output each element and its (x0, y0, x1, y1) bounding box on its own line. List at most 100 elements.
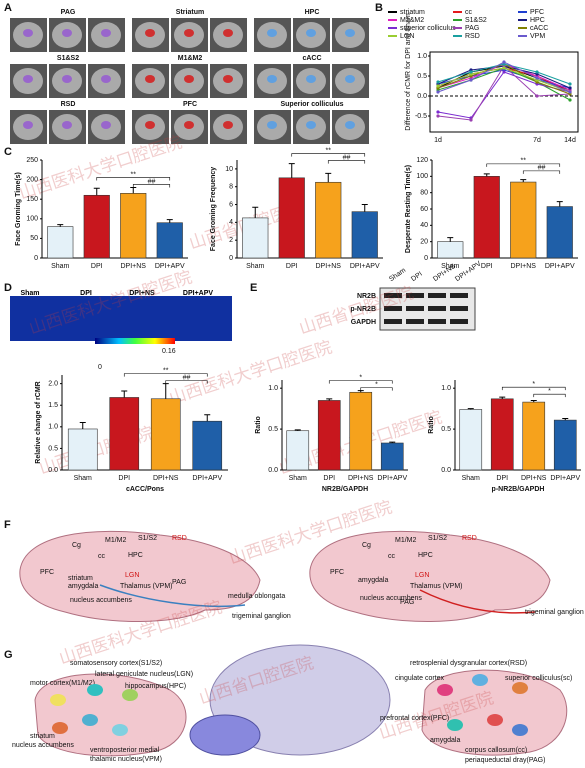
diagram-label: S1/S2 (138, 535, 157, 542)
diagram-label: nucleus accumbens (360, 595, 422, 602)
y-axis-label: Relative change of rCMR (35, 381, 42, 463)
legend-label: PAG (465, 25, 479, 32)
y-tick-label: 100 (416, 173, 428, 180)
y-tick-label: 0.0 (268, 467, 278, 474)
legend-label: PFC (530, 9, 544, 16)
error-bar (520, 179, 527, 183)
band (428, 293, 446, 298)
x-tick-label: DPI+NS (521, 475, 547, 482)
y-tick-label: 2 (229, 237, 233, 244)
sig-bracket (327, 160, 366, 164)
legend-label: LGN (400, 33, 414, 40)
sig-bracket (291, 153, 366, 157)
x-tick-label: DPI+APV (192, 475, 222, 482)
bar (109, 397, 140, 471)
x-axis-label: NR2B/GAPDH (322, 486, 368, 493)
diagram-label: Cg (72, 542, 81, 549)
legend-label: superior colliculus (400, 25, 456, 32)
y-tick-label: 0.5 (48, 445, 58, 452)
region-label: M1&M2 (178, 55, 203, 62)
sig-bracket (132, 184, 171, 188)
band-label: NR2B (357, 293, 376, 300)
error-bar (556, 201, 563, 207)
diagram-label: RSD (172, 535, 187, 542)
y-tick-label: 60 (420, 206, 428, 213)
point (568, 98, 572, 102)
bar (83, 194, 110, 259)
scan-roi (23, 75, 33, 83)
y-tick-label: 20 (420, 239, 428, 246)
bar (437, 241, 464, 259)
diagram-label: PAG (400, 599, 414, 606)
y-axis-label: Difference of rCMR for DPI and Sham (405, 13, 412, 131)
x-tick-label: 1d (434, 137, 442, 144)
series-line (437, 65, 571, 121)
error-bar (294, 429, 301, 431)
point (436, 90, 440, 94)
diagram-label: PAG (172, 579, 186, 586)
y-tick-label: 0.5 (417, 73, 427, 80)
scan-strip (10, 296, 232, 341)
error-bar (530, 399, 537, 403)
region-dot (122, 689, 138, 701)
scan-roi (345, 29, 355, 37)
point (568, 86, 572, 90)
error-bar (93, 187, 100, 196)
scan-label: DPI (80, 290, 92, 297)
diagram-label: nucleus accumbens (70, 597, 132, 604)
x-axis-label: cACC/Pons (126, 486, 164, 493)
point (469, 70, 473, 74)
x-tick-label: Sham (74, 475, 92, 482)
sig-label: ** (163, 367, 169, 374)
scan-roi (184, 29, 194, 37)
sig-label: * (359, 374, 362, 381)
bar (150, 398, 181, 471)
error-bar (562, 417, 569, 421)
sig-label: * (375, 381, 378, 388)
diagram-label: prefrontal cortex(PFC) (380, 715, 449, 722)
band (428, 306, 446, 311)
legend-label: HPC (530, 17, 545, 24)
bar (286, 430, 310, 471)
band (450, 319, 468, 324)
panel-label: C (4, 146, 12, 158)
point (502, 70, 506, 74)
error-bar (130, 186, 137, 194)
scan-label: DPI+APV (183, 290, 213, 297)
diagram-label: LGN (415, 572, 429, 579)
diagram-label: retrosplenial dysgranular cortex(RSD) (410, 660, 527, 667)
diagram-label: Thalamus (VPM) (120, 583, 173, 590)
pathway (419, 589, 536, 614)
error-bar (389, 441, 396, 443)
y-axis-label: Ratio (255, 416, 262, 434)
diagram-label: cingulate cortex (395, 675, 445, 682)
legend-label: S1&S2 (465, 17, 487, 24)
error-bar (361, 204, 368, 212)
sig-bracket (96, 177, 171, 181)
scan-roi (145, 121, 155, 129)
diagram-label: hippocampus(HPC) (125, 683, 186, 690)
diagram-label: trigeminal ganglion (232, 613, 291, 620)
x-tick-label: DPI (323, 475, 335, 482)
panel-label: F (4, 519, 11, 531)
point (469, 118, 473, 122)
y-axis-label: Ratio (428, 416, 435, 434)
diagram-label: periaqueductal dray(PAG) (465, 757, 545, 764)
diagram-label: ventroposterior medial (90, 747, 160, 754)
diagram-label: somatosensory cortex(S1/S2) (70, 660, 162, 667)
diagram-label: corpus callosum(cc) (465, 747, 527, 754)
panel-label: G (4, 649, 13, 661)
x-tick-label: DPI (91, 263, 103, 270)
diagram-label: M1/M2 (395, 537, 417, 544)
diagram-label: HPC (418, 552, 433, 559)
y-tick-label: 6 (229, 201, 233, 208)
region-dot (437, 684, 453, 696)
x-tick-label: DPI+NS (511, 263, 537, 270)
point (502, 60, 506, 64)
error-bar (467, 408, 474, 410)
region-dot (87, 684, 103, 696)
band-label: p-NR2B (350, 306, 376, 313)
bar (156, 222, 183, 259)
region-label: RSD (61, 101, 76, 108)
y-tick-label: 0.0 (417, 93, 427, 100)
